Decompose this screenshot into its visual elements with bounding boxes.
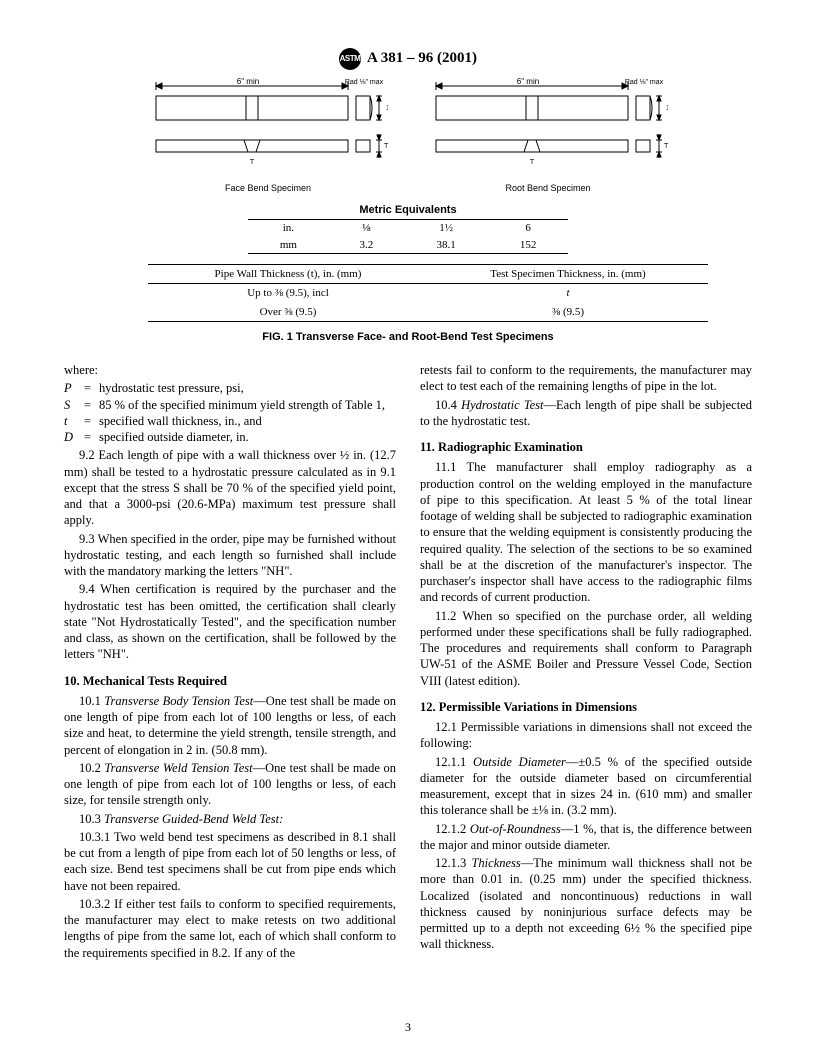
svg-text:1½": 1½" xyxy=(386,104,388,112)
svg-text:T: T xyxy=(664,143,668,150)
svg-text:T: T xyxy=(530,159,535,166)
para-10-3-1: 10.3.1 Two weld bend test specimens as d… xyxy=(64,829,396,894)
dim-rad-label: Rad ⅛" max xyxy=(345,79,384,86)
where-label: where: xyxy=(64,362,396,378)
para-10-3-2: 10.3.2 If either test fails to conform t… xyxy=(64,896,396,961)
para-10-2: 10.2 Transverse Weld Tension Test—One te… xyxy=(64,760,396,809)
para-10-3-2-cont: retests fail to conform to the requireme… xyxy=(420,362,752,395)
para-11-2: 11.2 When so specified on the purchase o… xyxy=(420,608,752,689)
root-bend-specimen: 6" min Rad ⅛" max 1½" T T Root Bend Spec… xyxy=(428,78,668,195)
section-10-heading: 10. Mechanical Tests Required xyxy=(64,673,396,689)
para-9-3: 9.3 When specified in the order, pipe ma… xyxy=(64,531,396,580)
figure-1: 6" min Rad ⅛" max 1½" T T Face Bend Spec… xyxy=(148,78,668,322)
svg-text:T: T xyxy=(250,159,255,166)
para-10-1: 10.1 Transverse Body Tension Test—One te… xyxy=(64,693,396,758)
svg-text:1½": 1½" xyxy=(666,104,668,112)
variable-definitions: P=hydrostatic test pressure, psi, S=85 %… xyxy=(64,380,396,445)
figure-caption: FIG. 1 Transverse Face- and Root-Bend Te… xyxy=(64,330,752,344)
svg-text:6" min: 6" min xyxy=(517,78,539,86)
metric-equivalents-title: Metric Equivalents xyxy=(148,203,668,217)
astm-logo: ASTM xyxy=(339,48,361,70)
para-11-1: 11.1 The manufacturer shall employ radio… xyxy=(420,459,752,605)
section-12-heading: 12. Permissible Variations in Dimensions xyxy=(420,699,752,715)
metric-equivalents-table: in.⅛1½6 mm3.238.1152 xyxy=(248,219,568,254)
para-12-1-1: 12.1.1 Outside Diameter—±0.5 % of the sp… xyxy=(420,754,752,819)
page-number: 3 xyxy=(0,1020,816,1036)
section-11-heading: 11. Radiographic Examination xyxy=(420,439,752,455)
face-bend-label: Face Bend Specimen xyxy=(148,183,388,195)
face-bend-specimen: 6" min Rad ⅛" max 1½" T T Face Bend Spec… xyxy=(148,78,388,195)
svg-text:T: T xyxy=(384,143,388,150)
designation: A 381 – 96 (2001) xyxy=(367,49,477,69)
para-9-4: 9.4 When certification is required by th… xyxy=(64,581,396,662)
para-12-1: 12.1 Permissible variations in dimension… xyxy=(420,719,752,752)
para-10-3: 10.3 Transverse Guided-Bend Weld Test: xyxy=(64,811,396,827)
svg-text:Rad ⅛" max: Rad ⅛" max xyxy=(625,79,664,86)
thickness-table: Pipe Wall Thickness (t), in. (mm)Test Sp… xyxy=(148,264,708,322)
body-columns: where: P=hydrostatic test pressure, psi,… xyxy=(64,362,752,961)
para-10-4: 10.4 Hydrostatic Test—Each length of pip… xyxy=(420,397,752,430)
page-header: ASTM A 381 – 96 (2001) xyxy=(64,48,752,70)
para-12-1-3: 12.1.3 Thickness—The minimum wall thickn… xyxy=(420,855,752,953)
dim-width-label: 6" min xyxy=(237,78,259,86)
para-9-2: 9.2 Each length of pipe with a wall thic… xyxy=(64,447,396,528)
root-bend-label: Root Bend Specimen xyxy=(428,183,668,195)
para-12-1-2: 12.1.2 Out-of-Roundness—1 %, that is, th… xyxy=(420,821,752,854)
